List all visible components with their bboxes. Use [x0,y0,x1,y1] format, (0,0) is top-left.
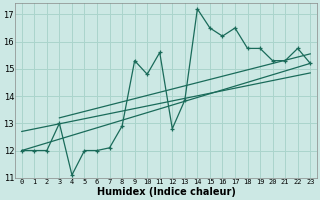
X-axis label: Humidex (Indice chaleur): Humidex (Indice chaleur) [97,187,236,197]
